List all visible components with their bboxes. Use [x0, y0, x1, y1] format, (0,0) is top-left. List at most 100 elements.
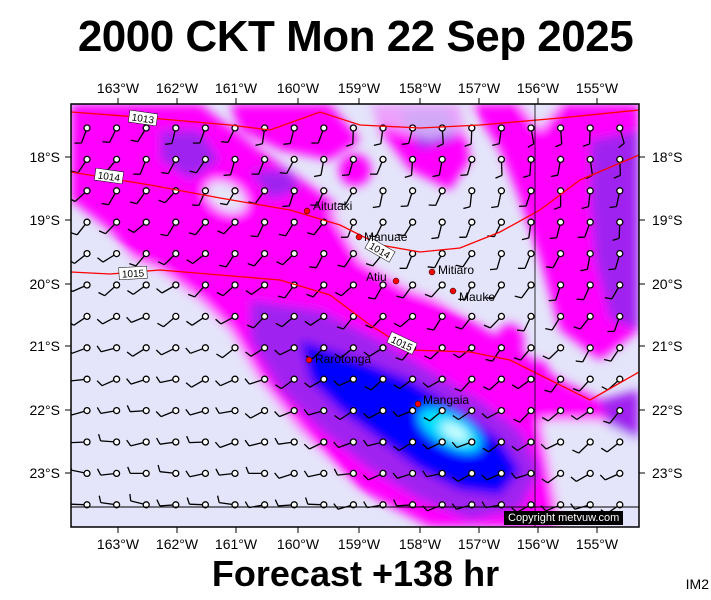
wind-barb — [517, 249, 535, 270]
wind-barb — [303, 438, 328, 450]
wind-barb — [365, 312, 387, 329]
wind-barb — [186, 249, 210, 265]
wind-barb — [333, 468, 358, 478]
lat-label: 21°S — [652, 338, 683, 354]
wind-barb — [126, 405, 150, 415]
wind-barb — [246, 312, 269, 329]
wind-barb — [313, 155, 328, 178]
islands: Aitutaki Manuae Mitiaro Atiu Mauke Rarot… — [303, 199, 495, 408]
wind-barb — [274, 437, 298, 446]
wind-barb — [304, 375, 328, 388]
wind-barb — [216, 281, 239, 297]
isobar-label: 1014 — [97, 170, 121, 184]
wind-barb — [127, 218, 150, 234]
wind-barb — [570, 469, 594, 482]
wind-barb — [511, 438, 535, 452]
wind-barb — [575, 344, 594, 363]
wind-barb — [215, 375, 239, 387]
isobar-1015 — [71, 269, 639, 401]
wind-barb — [613, 155, 624, 179]
island-label-mitiaro: Mitiaro — [438, 263, 474, 277]
wind-barb — [432, 155, 446, 178]
wind-barb — [219, 187, 239, 206]
wind-barb — [573, 312, 594, 330]
wind-barb — [604, 281, 624, 300]
wind-barb — [431, 218, 446, 240]
wind-barb — [274, 499, 298, 509]
lat-label: 20°S — [652, 276, 683, 292]
wind-barb — [74, 124, 91, 144]
wind-barb — [245, 466, 269, 478]
wind-barb — [576, 281, 594, 301]
wind-barb — [608, 249, 624, 271]
lon-label: 161°W — [215, 80, 258, 96]
wind-barb — [129, 187, 150, 205]
wind-barb — [303, 406, 328, 416]
wind-barb — [245, 344, 269, 357]
wind-barb — [304, 312, 328, 326]
island-label-rarotonga: Rarotonga — [315, 352, 371, 366]
lon-label: 161°W — [215, 536, 258, 552]
wind-barb — [550, 155, 565, 178]
wind-barb — [333, 438, 358, 449]
lat-label: 23°S — [652, 465, 683, 481]
wind-barb — [157, 312, 180, 328]
lon-label: 155°W — [576, 80, 619, 96]
wind-barb — [542, 344, 565, 360]
wind-barb — [215, 468, 239, 478]
island-marker-mauke — [449, 287, 457, 295]
wind-barb — [333, 375, 358, 387]
wind-barb — [279, 155, 298, 175]
wind-barb — [334, 406, 358, 421]
wind-barb — [307, 218, 328, 236]
wind-barb — [460, 155, 476, 177]
wind-barb — [492, 124, 506, 147]
wind-barb — [481, 469, 506, 481]
wind-barb — [71, 344, 91, 354]
wind-barb — [495, 155, 506, 179]
wind-barb — [422, 501, 446, 512]
wind-barb — [334, 344, 358, 359]
wind-barb — [367, 281, 387, 300]
wind-barb — [310, 187, 328, 207]
wind-barb — [192, 124, 210, 144]
wind-barb — [481, 406, 506, 419]
wind-barb — [546, 249, 565, 269]
lon-label: 163°W — [97, 80, 140, 96]
lat-label: 21°S — [29, 338, 60, 354]
island-marker-rarotonga — [305, 356, 313, 364]
island-label-manuae: Manuae — [364, 230, 408, 244]
wind-barb — [452, 469, 476, 482]
wind-barb — [545, 312, 565, 331]
lat-ticks-right — [639, 156, 645, 474]
wind-barb — [570, 406, 594, 421]
wind-barb — [400, 187, 417, 208]
wind-barb — [187, 281, 210, 298]
wind-barb — [393, 375, 417, 390]
isobars — [71, 109, 639, 401]
wind-barb — [458, 281, 476, 301]
wind-barb — [127, 466, 150, 478]
wind-barb — [96, 375, 121, 387]
wind-barb — [463, 187, 476, 210]
wind-barb — [156, 281, 180, 294]
wind-barb — [513, 406, 535, 423]
wind-barb — [392, 469, 417, 479]
wind-barb — [186, 435, 210, 446]
wind-barb — [336, 312, 358, 330]
wind-barb — [245, 281, 269, 295]
wind-barb — [102, 124, 121, 144]
lat-label: 18°S — [29, 149, 60, 165]
isobar-label: 1013 — [131, 112, 155, 126]
wind-barb — [338, 187, 358, 206]
lon-label: 157°W — [458, 536, 501, 552]
wind-barb — [98, 218, 121, 235]
wind-barb — [510, 469, 535, 479]
wind-barb — [188, 218, 210, 236]
wind-barb — [101, 187, 121, 206]
island-marker-atiu — [392, 277, 400, 285]
wind-barb — [185, 469, 210, 478]
lat-label: 22°S — [29, 402, 60, 418]
wind-barb — [341, 155, 358, 177]
wind-barb — [156, 499, 180, 509]
